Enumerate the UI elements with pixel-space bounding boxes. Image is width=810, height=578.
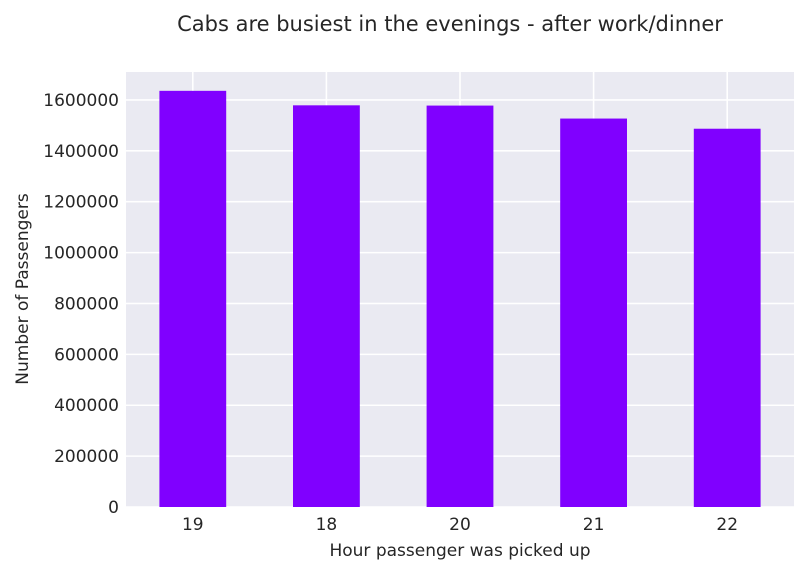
y-tick-label: 1400000 xyxy=(43,142,119,162)
x-tick-label: 22 xyxy=(716,515,738,535)
y-axis-label: Number of Passengers xyxy=(13,193,33,385)
bar-hour-21 xyxy=(560,118,627,507)
y-tick-label: 1000000 xyxy=(43,244,119,264)
y-tick-label: 800000 xyxy=(54,294,119,314)
x-tick-labels: 19 18 20 21 22 xyxy=(182,515,738,535)
bar-hour-22 xyxy=(693,128,761,507)
y-tick-label: 400000 xyxy=(54,396,119,416)
y-tick-label: 600000 xyxy=(54,345,119,365)
y-tick-label: 200000 xyxy=(54,447,119,467)
x-axis-label: Hour passenger was picked up xyxy=(329,541,590,561)
bar-hour-20 xyxy=(426,105,494,507)
bars xyxy=(159,90,761,508)
y-tick-label: 1600000 xyxy=(43,91,119,111)
x-tick-label: 19 xyxy=(182,515,204,535)
y-tick-label: 0 xyxy=(108,498,119,518)
y-tick-labels: 0 200000 400000 600000 800000 1000000 1200000 1… xyxy=(43,91,119,518)
x-tick-label: 20 xyxy=(449,515,471,535)
x-tick-label: 18 xyxy=(316,515,338,535)
chart-title: Cabs are busiest in the evenings - after… xyxy=(177,12,723,36)
bar-hour-19 xyxy=(159,90,227,508)
y-tick-label: 1200000 xyxy=(43,193,119,213)
x-tick-label: 21 xyxy=(583,515,605,535)
bar-hour-18 xyxy=(293,105,360,508)
